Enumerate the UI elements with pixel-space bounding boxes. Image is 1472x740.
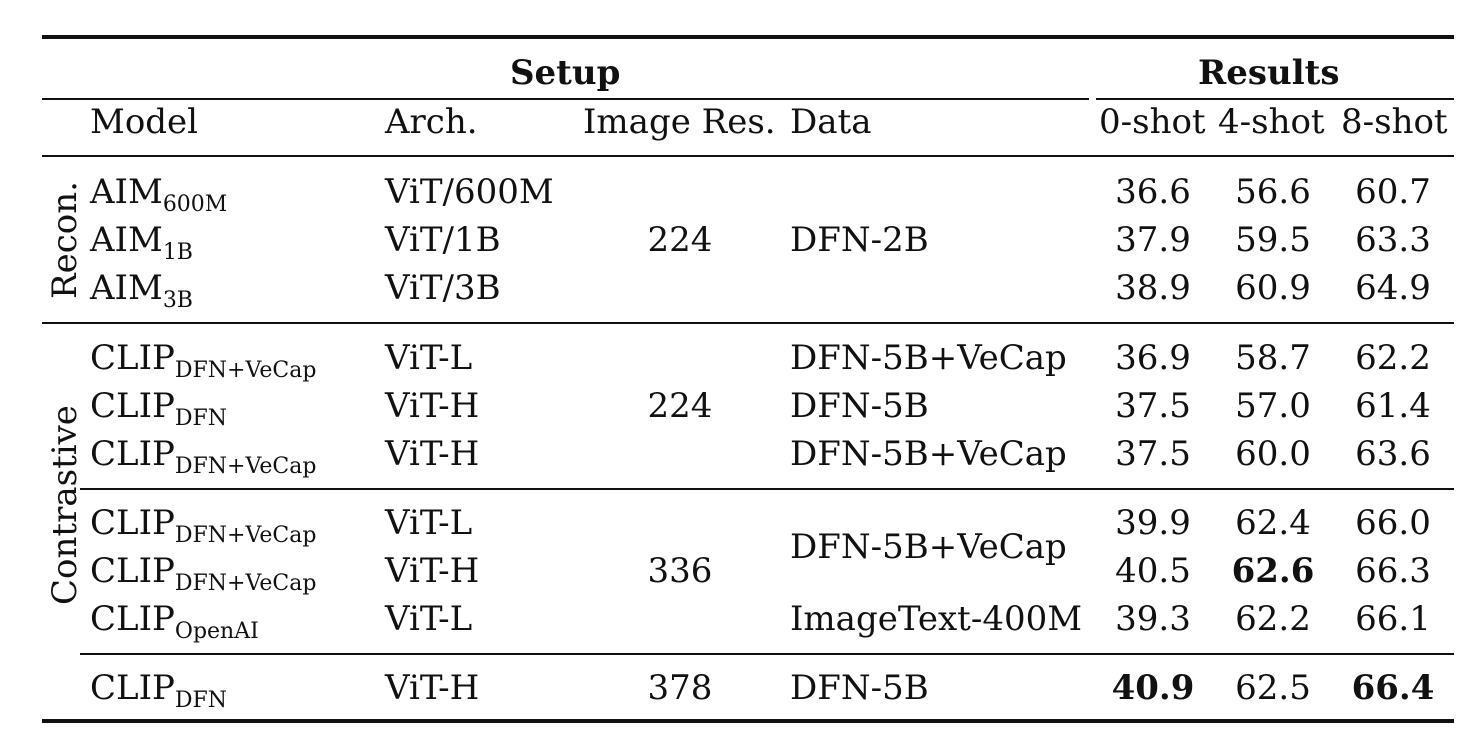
group-label-recon: Recon. xyxy=(45,181,85,299)
recon-row-1-model: AIM600M xyxy=(90,172,228,217)
contrastive-c-s8-best: 66.4 xyxy=(1351,668,1435,708)
group-label-contrastive: Contrastive xyxy=(45,405,85,605)
recon-row-2-arch: ViT/1B xyxy=(385,220,501,260)
recon-row-2-s0: 37.9 xyxy=(1115,220,1191,260)
contrastive-a-row-3-s0: 37.5 xyxy=(1115,434,1191,474)
recon-row-2-model: AIM1B xyxy=(90,220,193,265)
contrastive-a-row-1-s8: 62.2 xyxy=(1355,338,1431,378)
col-4shot: 4-shot xyxy=(1218,102,1325,142)
contrastive-b-row-1-s0: 39.9 xyxy=(1115,503,1191,543)
contrastive-b-row-1-model: CLIPDFN+VeCap xyxy=(90,503,317,548)
contrastive-b-row-3-model: CLIPOpenAI xyxy=(90,599,259,644)
contrastive-a-row-2-s8: 61.4 xyxy=(1355,386,1431,426)
col-arch: Arch. xyxy=(385,102,478,142)
contrastive-a-row-2-s0: 37.5 xyxy=(1115,386,1191,426)
contrastive-mid-rule-2 xyxy=(80,653,1454,655)
col-0shot: 0-shot xyxy=(1099,102,1206,142)
contrastive-b-row-3-s0: 39.3 xyxy=(1115,599,1191,639)
contrastive-a-row-3-model: CLIPDFN+VeCap xyxy=(90,434,317,479)
recon-row-3-s4: 60.9 xyxy=(1235,268,1311,308)
recon-data: DFN-2B xyxy=(790,220,929,260)
contrastive-b-row-2-model: CLIPDFN+VeCap xyxy=(90,551,317,596)
contrastive-b-row-1-s8: 66.0 xyxy=(1355,503,1431,543)
contrastive-c-res: 378 xyxy=(647,668,713,708)
contrastive-c-s0-best: 40.9 xyxy=(1111,668,1195,708)
col-image-res: Image Res. xyxy=(583,102,776,142)
contrastive-b-res: 336 xyxy=(647,551,713,591)
contrastive-a-row-1-data: DFN-5B+VeCap xyxy=(790,338,1067,378)
recon-res: 224 xyxy=(647,220,713,260)
contrastive-a-row-1-s4: 58.7 xyxy=(1235,338,1311,378)
setup-underline xyxy=(42,98,1089,100)
contrastive-b-row-3-s4: 62.2 xyxy=(1235,599,1311,639)
contrastive-b-row-2-arch: ViT-H xyxy=(385,551,480,591)
results-underline xyxy=(1096,98,1454,100)
recon-row-2-s4: 59.5 xyxy=(1235,220,1311,260)
recon-row-2-s8: 63.3 xyxy=(1355,220,1431,260)
col-data: Data xyxy=(790,102,872,142)
contrastive-a-row-1-arch: ViT-L xyxy=(385,338,473,378)
contrastive-b-row-2-s0: 40.5 xyxy=(1115,551,1191,591)
results-header: Results xyxy=(1198,53,1340,93)
contrastive-b-row-3-s8: 66.1 xyxy=(1355,599,1431,639)
contrastive-a-row-3-data: DFN-5B+VeCap xyxy=(790,434,1067,474)
recon-row-3-s0: 38.9 xyxy=(1115,268,1191,308)
contrastive-a-row-1-s0: 36.9 xyxy=(1115,338,1191,378)
col-8shot: 8-shot xyxy=(1341,102,1448,142)
top-rule xyxy=(42,35,1454,39)
recon-row-1-arch: ViT/600M xyxy=(385,172,554,212)
contrastive-b-row-1-s4: 62.4 xyxy=(1235,503,1311,543)
contrastive-b-row-2-s8: 66.3 xyxy=(1355,551,1431,591)
contrastive-b-row-3-arch: ViT-L xyxy=(385,599,473,639)
recon-row-1-s4: 56.6 xyxy=(1235,172,1311,212)
contrastive-b-row-1-arch: ViT-L xyxy=(385,503,473,543)
contrastive-b-data-last: ImageText-400M xyxy=(790,599,1083,639)
setup-header: Setup xyxy=(510,53,621,93)
contrastive-c-s4: 62.5 xyxy=(1235,668,1311,708)
contrastive-a-row-2-data: DFN-5B xyxy=(790,386,929,426)
col-model: Model xyxy=(90,102,199,142)
contrastive-c-model: CLIPDFN xyxy=(90,668,228,713)
bottom-rule xyxy=(42,719,1454,723)
contrastive-a-row-3-s4: 60.0 xyxy=(1235,434,1311,474)
contrastive-b-row-2-s4-best: 62.6 xyxy=(1231,551,1315,591)
contrastive-b-data-shared: DFN-5B+VeCap xyxy=(790,527,1067,567)
contrastive-a-row-1-model: CLIPDFN+VeCap xyxy=(90,338,317,383)
recon-row-3-arch: ViT/3B xyxy=(385,268,501,308)
contrastive-a-row-2-s4: 57.0 xyxy=(1235,386,1311,426)
header-rule xyxy=(42,155,1454,157)
contrastive-mid-rule-1 xyxy=(80,488,1454,490)
recon-rule xyxy=(42,322,1454,324)
contrastive-c-data: DFN-5B xyxy=(790,668,929,708)
contrastive-a-row-3-s8: 63.6 xyxy=(1355,434,1431,474)
contrastive-a-row-3-arch: ViT-H xyxy=(385,434,480,474)
contrastive-a-res: 224 xyxy=(647,386,713,426)
recon-row-3-model: AIM3B xyxy=(90,268,193,313)
recon-row-1-s0: 36.6 xyxy=(1115,172,1191,212)
contrastive-a-row-2-arch: ViT-H xyxy=(385,386,480,426)
recon-row-3-s8: 64.9 xyxy=(1355,268,1431,308)
recon-row-1-s8: 60.7 xyxy=(1355,172,1431,212)
contrastive-a-row-2-model: CLIPDFN xyxy=(90,386,228,431)
contrastive-c-arch: ViT-H xyxy=(385,668,480,708)
